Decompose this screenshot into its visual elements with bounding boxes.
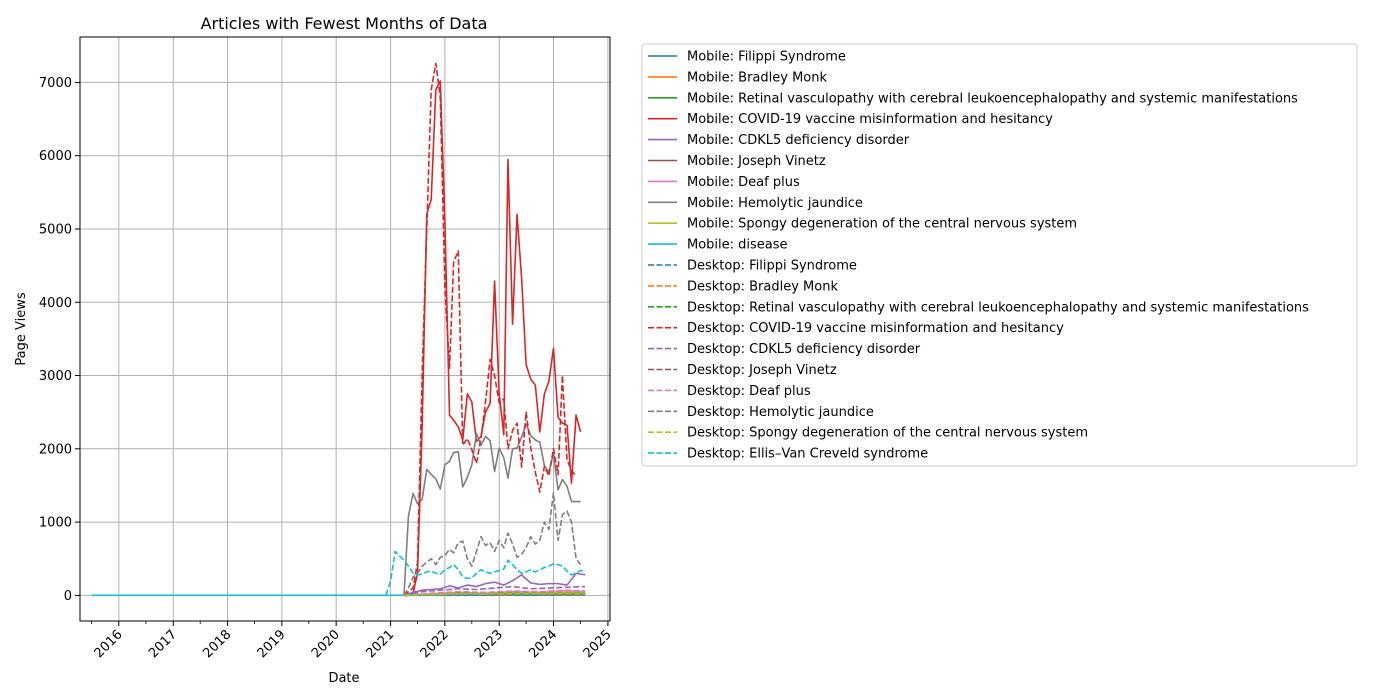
legend-label: Desktop: Deaf plus (687, 384, 811, 399)
y-tick-label: 6000 (39, 149, 72, 164)
series-line-8 (403, 423, 581, 596)
legend-label: Mobile: COVID-19 vaccine misinformation … (687, 112, 1053, 127)
legend-label: Mobile: Joseph Vinetz (687, 154, 826, 169)
series-line-18 (403, 491, 582, 596)
legend-item: Mobile: Retinal vasculopathy with cerebr… (648, 91, 1298, 106)
legend-item: Mobile: CDKL5 deficiency disorder (648, 133, 910, 148)
legend: Mobile: Filippi Syndrome Mobile: Bradley … (641, 43, 1358, 467)
legend-label: Mobile: Filippi Syndrome (687, 50, 846, 65)
legend-label: Mobile: Hemolytic jaundice (687, 196, 863, 211)
series-line-15 (403, 585, 586, 597)
y-tick-label: 1000 (39, 516, 72, 531)
legend-item: Desktop: CDKL5 deficiency disorder (648, 342, 921, 357)
legend-entries: Mobile: Filippi Syndrome Mobile: Bradley … (648, 50, 1309, 462)
legend-item: Mobile: Bradley Monk (648, 70, 827, 85)
y-axis: 0 1000 2000 3000 4000 5000 6000 7000 (39, 76, 80, 604)
legend-label: Desktop: CDKL5 deficiency disorder (687, 342, 921, 357)
legend-label: Mobile: CDKL5 deficiency disorder (687, 133, 910, 148)
legend-item: Mobile: disease (648, 238, 788, 253)
series-line-20 (385, 550, 586, 596)
y-tick-label: 7000 (39, 76, 72, 91)
series-line-4 (403, 80, 582, 597)
legend-label: Desktop: Filippi Syndrome (687, 259, 857, 274)
y-axis-label: Page Views (14, 292, 29, 365)
legend-label: Desktop: Hemolytic jaundice (687, 405, 874, 420)
legend-item: Desktop: Hemolytic jaundice (648, 405, 874, 420)
series-line-5 (403, 572, 586, 597)
legend-label: Mobile: Deaf plus (687, 175, 800, 190)
chart-title: Articles with Fewest Months of Data (201, 14, 488, 33)
y-tick-label: 4000 (39, 296, 72, 311)
legend-label: Desktop: Ellis–Van Creveld syndrome (687, 447, 928, 462)
plot-area (91, 62, 586, 597)
y-tick-label: 2000 (39, 442, 72, 457)
legend-label: Mobile: disease (687, 238, 788, 253)
legend-label: Mobile: Spongy degeneration of the centr… (687, 217, 1077, 232)
legend-label: Desktop: Joseph Vinetz (687, 363, 837, 378)
legend-item: Mobile: Joseph Vinetz (648, 154, 826, 169)
series-line-14 (403, 62, 577, 596)
legend-item: Desktop: Retinal vasculopathy with cereb… (648, 300, 1309, 315)
series-line-19 (403, 592, 586, 597)
y-tick-label: 3000 (39, 369, 72, 384)
y-tick-label: 0 (64, 589, 72, 604)
y-tick-label: 5000 (39, 222, 72, 237)
legend-item: Mobile: Deaf plus (648, 175, 800, 190)
legend-item: Desktop: Deaf plus (648, 384, 811, 399)
legend-item: Desktop: Ellis–Van Creveld syndrome (648, 447, 928, 462)
legend-item: Desktop: Spongy degeneration of the cent… (648, 426, 1088, 441)
legend-item: Mobile: Hemolytic jaundice (648, 196, 863, 211)
legend-item: Mobile: Filippi Syndrome (648, 50, 846, 65)
legend-label: Mobile: Retinal vasculopathy with cerebr… (687, 91, 1298, 106)
legend-item: Mobile: COVID-19 vaccine misinformation … (648, 112, 1053, 127)
series-line-17 (403, 589, 586, 597)
legend-item: Desktop: Bradley Monk (648, 279, 838, 294)
legend-label: Desktop: Bradley Monk (687, 279, 838, 294)
x-axis-label: Date (328, 671, 359, 686)
legend-label: Desktop: COVID-19 vaccine misinformation… (687, 321, 1064, 336)
legend-box (641, 43, 1358, 467)
legend-label: Desktop: Retinal vasculopathy with cereb… (687, 300, 1309, 315)
legend-item: Desktop: Joseph Vinetz (648, 363, 837, 378)
legend-item: Mobile: Spongy degeneration of the centr… (648, 217, 1077, 232)
legend-item: Desktop: Filippi Syndrome (648, 259, 857, 274)
legend-label: Mobile: Bradley Monk (687, 70, 827, 85)
plot-frame (79, 36, 611, 622)
legend-label: Desktop: Spongy degeneration of the cent… (687, 426, 1088, 441)
legend-item: Desktop: COVID-19 vaccine misinformation… (648, 321, 1064, 336)
